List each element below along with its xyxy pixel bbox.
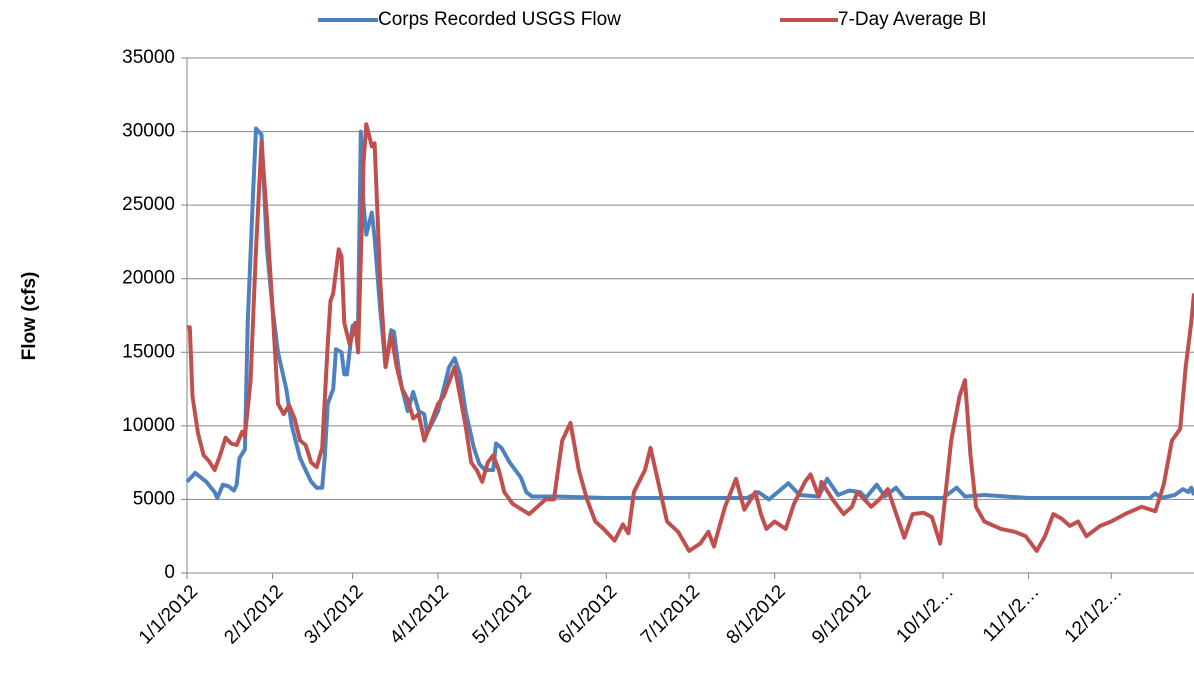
y-tick-label: 10000: [122, 415, 175, 436]
y-tick-label: 25000: [122, 194, 175, 215]
x-tick-label: 5/1/2012: [469, 581, 536, 648]
x-tick-label: 9/1/2012: [808, 581, 875, 648]
x-tick-label: 7/1/2012: [637, 581, 704, 648]
x-tick-label: 3/1/2012: [300, 581, 367, 648]
x-tick-label: 11/1/2…: [979, 581, 1044, 646]
x-tick-label: 4/1/2012: [386, 581, 453, 648]
y-tick-label: 5000: [133, 488, 175, 509]
legend-label: 7-Day Average BI: [838, 9, 987, 30]
x-tick-label: 12/1/2…: [1061, 581, 1127, 647]
data-line: [185, 126, 1194, 502]
x-tick-label: 10/1/2…: [892, 581, 958, 647]
y-tick-label: 30000: [122, 121, 175, 142]
x-tick-label: 6/1/2012: [554, 581, 621, 648]
y-axis-title: Flow (cfs): [19, 272, 40, 361]
legend-label: Corps Recorded USGS Flow: [378, 9, 621, 30]
y-tick-label: 0: [164, 562, 175, 583]
y-tick-label: 35000: [122, 47, 175, 68]
x-tick-label: 2/1/2012: [220, 581, 287, 648]
y-tick-label: 15000: [122, 341, 175, 362]
x-tick-label: 1/1/2012: [135, 581, 202, 648]
y-tick-label: 20000: [122, 268, 175, 289]
data-line: [187, 122, 1194, 553]
x-tick-label: 8/1/2012: [723, 581, 790, 648]
